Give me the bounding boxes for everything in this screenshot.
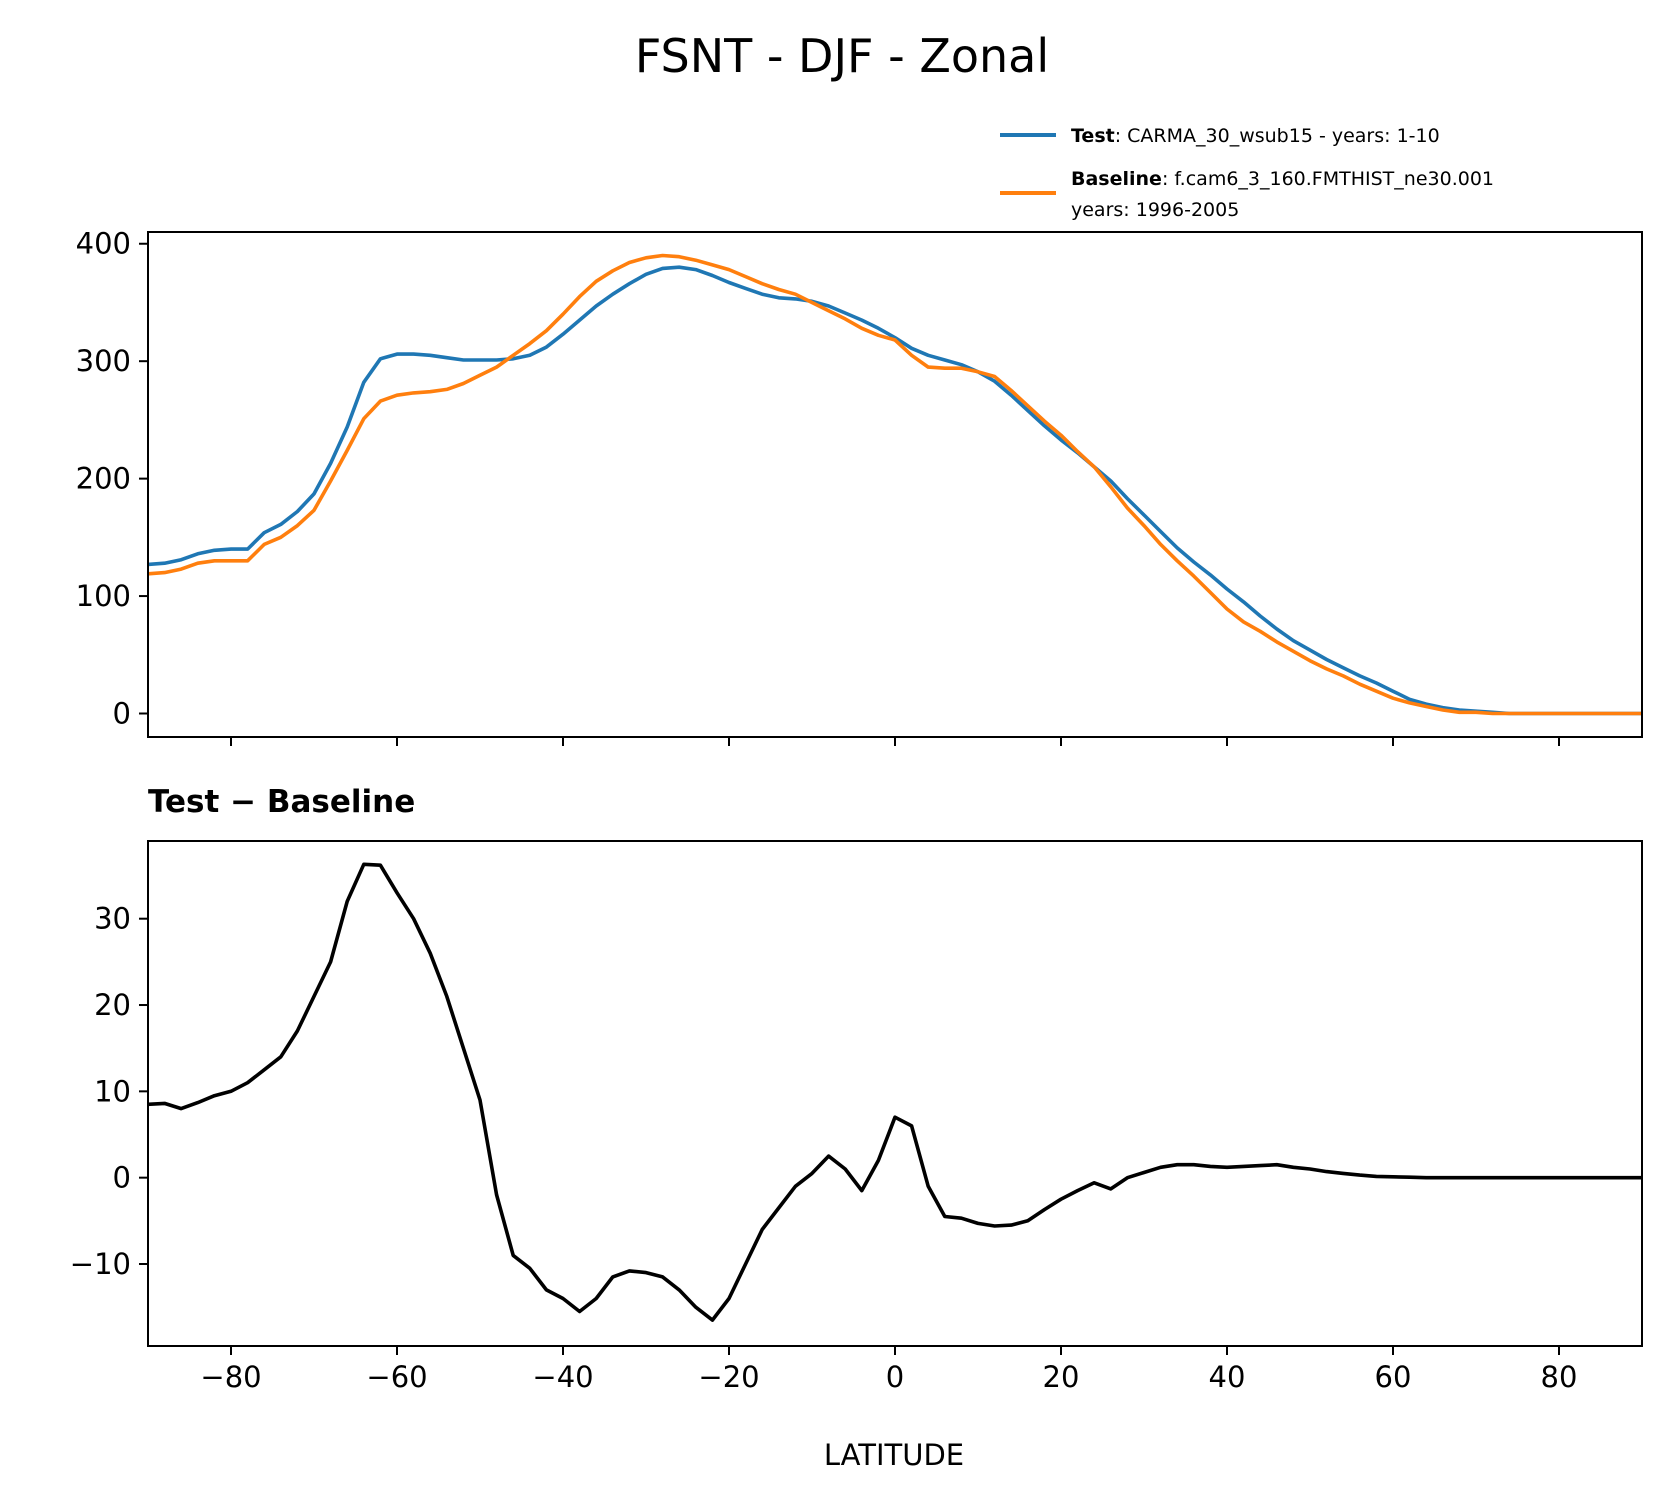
top-axes-frame: [147, 231, 1643, 738]
legend-label-baseline: Baseline: f.cam6_3_160.FMTHIST_ne30.001: [1071, 168, 1494, 190]
figure-title: FSNT - DJF - Zonal: [635, 29, 1049, 83]
bottom-series-line-difference: [148, 862, 1642, 1322]
bottom-y-tick-label: 10: [94, 1074, 131, 1108]
top-y-tick-label: 400: [76, 227, 131, 261]
bottom-x-tick-label: −60: [366, 1360, 427, 1394]
bottom-x-tick-label: 0: [886, 1360, 904, 1394]
bottom-x-tick-label: −20: [698, 1360, 759, 1394]
bottom-y-tick-label: −10: [70, 1247, 131, 1281]
legend-text-baseline: : f.cam6_3_160.FMTHIST_ne30.001: [1162, 168, 1494, 190]
bottom-axes-frame: [147, 840, 1643, 1347]
top-y-tick-label: 100: [76, 579, 131, 613]
top-y-tick-label: 300: [76, 344, 131, 378]
bottom-x-tick-label: −40: [532, 1360, 593, 1394]
bottom-x-tick-label: −80: [200, 1360, 261, 1394]
top-series-line-test: [148, 265, 1642, 716]
bottom-y-tick-label: 0: [113, 1161, 131, 1195]
bottom-x-tick-label: 20: [1043, 1360, 1080, 1394]
x-axis-label: LATITUDE: [824, 1438, 964, 1472]
legend-text-test: : CARMA_30_wsub15 - years: 1-10: [1115, 125, 1440, 147]
bottom-y-tick-label: 20: [94, 988, 131, 1022]
bottom-x-tick-label: 60: [1375, 1360, 1412, 1394]
bottom-panel: −10 0 10 20 30 −80 −60 −40 −20 0 20 40 60 80: [70, 840, 1643, 1394]
bottom-y-tick-label: 30: [94, 902, 131, 936]
top-y-tick-label: 200: [76, 462, 131, 496]
legend-prefix-baseline: Baseline: [1071, 168, 1162, 190]
top-panel: 0 100 200 300 400: [76, 227, 1643, 746]
top-y-tick-label: 0: [113, 697, 131, 731]
legend: Test: CARMA_30_wsub15 - years: 1-10 Base…: [1000, 125, 1494, 221]
difference-panel-title: Test − Baseline: [148, 784, 415, 820]
legend-label-test: Test: CARMA_30_wsub15 - years: 1-10: [1071, 125, 1440, 147]
legend-text2-baseline: years: 1996-2005: [1071, 199, 1239, 221]
bottom-x-tick-label: 40: [1209, 1360, 1246, 1394]
top-series-line-baseline: [148, 253, 1642, 716]
bottom-x-tick-label: 80: [1541, 1360, 1578, 1394]
legend-prefix-test: Test: [1071, 125, 1115, 147]
